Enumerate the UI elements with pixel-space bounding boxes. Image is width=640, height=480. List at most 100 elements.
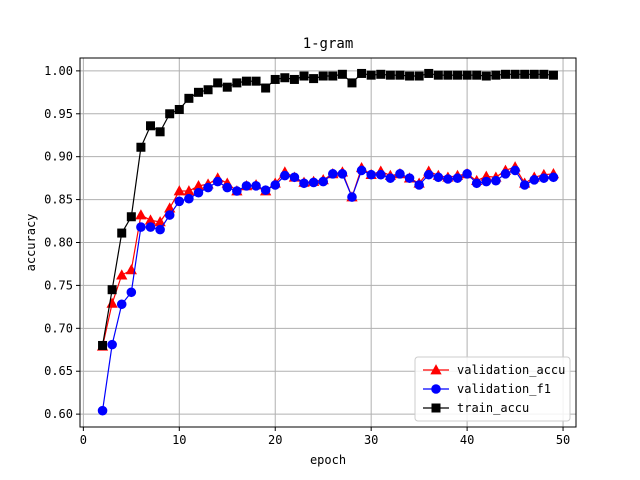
data-point-validation_f1 [280, 170, 290, 181]
data-point-validation_f1 [510, 165, 520, 176]
data-point-train_accu [529, 69, 539, 79]
data-point-validation_f1 [471, 178, 482, 189]
data-point-validation_f1 [347, 192, 357, 202]
data-point-train_accu [405, 71, 415, 81]
data-point-validation_f1 [212, 176, 223, 187]
x-tick-label: 50 [556, 433, 570, 447]
data-point-train_accu [328, 71, 338, 81]
y-tick-label: 0.75 [44, 278, 73, 292]
data-point-train_accu [462, 70, 472, 80]
data-point-train_accu [500, 69, 510, 79]
data-point-train_accu [395, 70, 405, 80]
data-point-validation_f1 [385, 173, 396, 183]
data-point-train_accu [241, 76, 251, 86]
data-point-train_accu [146, 121, 156, 131]
data-point-train_accu [261, 83, 271, 93]
data-point-validation_f1 [327, 169, 338, 179]
data-point-train_accu [107, 285, 117, 295]
data-point-train_accu [491, 70, 501, 80]
data-point-validation_f1 [126, 287, 137, 298]
data-point-train_accu [337, 69, 347, 79]
data-point-validation_f1 [356, 165, 367, 176]
data-point-validation_f1 [308, 177, 319, 188]
data-point-validation_f1 [136, 222, 146, 232]
data-point-train_accu [232, 78, 242, 88]
data-point-validation_f1 [270, 180, 281, 190]
data-point-train_accu [270, 74, 280, 84]
data-point-validation_accu [125, 264, 137, 275]
y-tick-label: 0.65 [44, 364, 73, 378]
ticks: 0 10 20 30 40 50 0.60 0.65 0.70 0.75 0.80 0.85 0.90 0… [44, 64, 570, 447]
data-point-validation_f1 [539, 173, 549, 183]
data-point-train_accu [299, 71, 309, 81]
data-point-train_accu [203, 85, 213, 95]
data-point-validation_f1 [97, 405, 108, 416]
legend-label: validation_accu [457, 363, 565, 377]
data-point-validation_f1 [145, 222, 156, 232]
legend-marker [430, 364, 442, 375]
legend-label: validation_f1 [457, 382, 551, 396]
data-point-validation_f1 [481, 176, 492, 187]
legend-item-train_accu: train_accu [423, 401, 529, 415]
legend-item-validation_f1: validation_f1 [423, 382, 551, 396]
data-point-validation_f1 [548, 172, 559, 183]
legend: validation_accu validation_f1 train_accu [414, 356, 571, 422]
data-point-validation_f1 [443, 174, 453, 184]
data-point-train_accu [213, 78, 223, 88]
chart-title: 1-gram [303, 36, 354, 52]
data-point-train_accu [357, 68, 367, 78]
x-tick-label: 0 [80, 433, 87, 447]
data-point-train_accu [309, 74, 319, 84]
data-point-train_accu [520, 69, 530, 79]
data-point-train_accu [174, 104, 184, 114]
data-point-train_accu [376, 69, 386, 79]
legend-item-validation_accu: validation_accu [423, 363, 565, 377]
grid [80, 58, 576, 427]
data-point-train_accu [481, 71, 491, 81]
data-point-train_accu [193, 87, 203, 97]
x-tick-label: 10 [172, 433, 186, 447]
series-line-validation_accu [101, 166, 554, 347]
y-tick-label: 0.95 [44, 107, 73, 121]
data-point-train_accu [318, 71, 328, 81]
data-point-train_accu [98, 340, 108, 350]
x-axis-title: epoch [310, 453, 346, 467]
data-point-validation_f1 [107, 339, 117, 350]
data-point-validation_f1 [318, 176, 329, 187]
data-point-validation_f1 [241, 181, 252, 191]
y-tick-label: 0.60 [44, 407, 73, 421]
data-point-train_accu [453, 70, 463, 80]
series-validation_accu [96, 161, 560, 351]
data-point-validation_f1 [433, 172, 444, 183]
data-point-validation_f1 [337, 169, 348, 179]
data-point-train_accu [289, 74, 299, 84]
data-point-train_accu [165, 109, 175, 119]
data-point-train_accu [347, 78, 357, 88]
legend-box [414, 356, 571, 422]
data-point-validation_f1 [366, 169, 376, 180]
data-point-validation_f1 [500, 169, 511, 179]
x-tick-label: 20 [268, 433, 282, 447]
data-point-train_accu [366, 70, 376, 80]
data-point-train_accu [117, 228, 127, 238]
series-train_accu [98, 68, 558, 350]
y-axis-title: accuracy [24, 214, 38, 272]
data-point-train_accu [443, 70, 453, 80]
data-point-train_accu [280, 73, 290, 83]
y-tick-label: 0.90 [44, 150, 73, 164]
y-tick-label: 0.85 [44, 193, 73, 207]
data-point-train_accu [251, 76, 261, 86]
data-point-train_accu [510, 69, 520, 79]
legend-label: train_accu [457, 401, 529, 415]
data-point-validation_f1 [116, 299, 127, 310]
legend-marker [431, 403, 441, 413]
y-tick-label: 0.70 [44, 321, 73, 335]
data-point-validation_accu [173, 185, 185, 196]
data-point-validation_accu [135, 209, 147, 220]
y-tick-label: 1.00 [44, 64, 73, 78]
data-point-validation_f1 [164, 210, 175, 220]
data-point-validation_f1 [289, 172, 300, 183]
data-point-train_accu [126, 212, 136, 222]
data-point-validation_f1 [404, 173, 415, 183]
